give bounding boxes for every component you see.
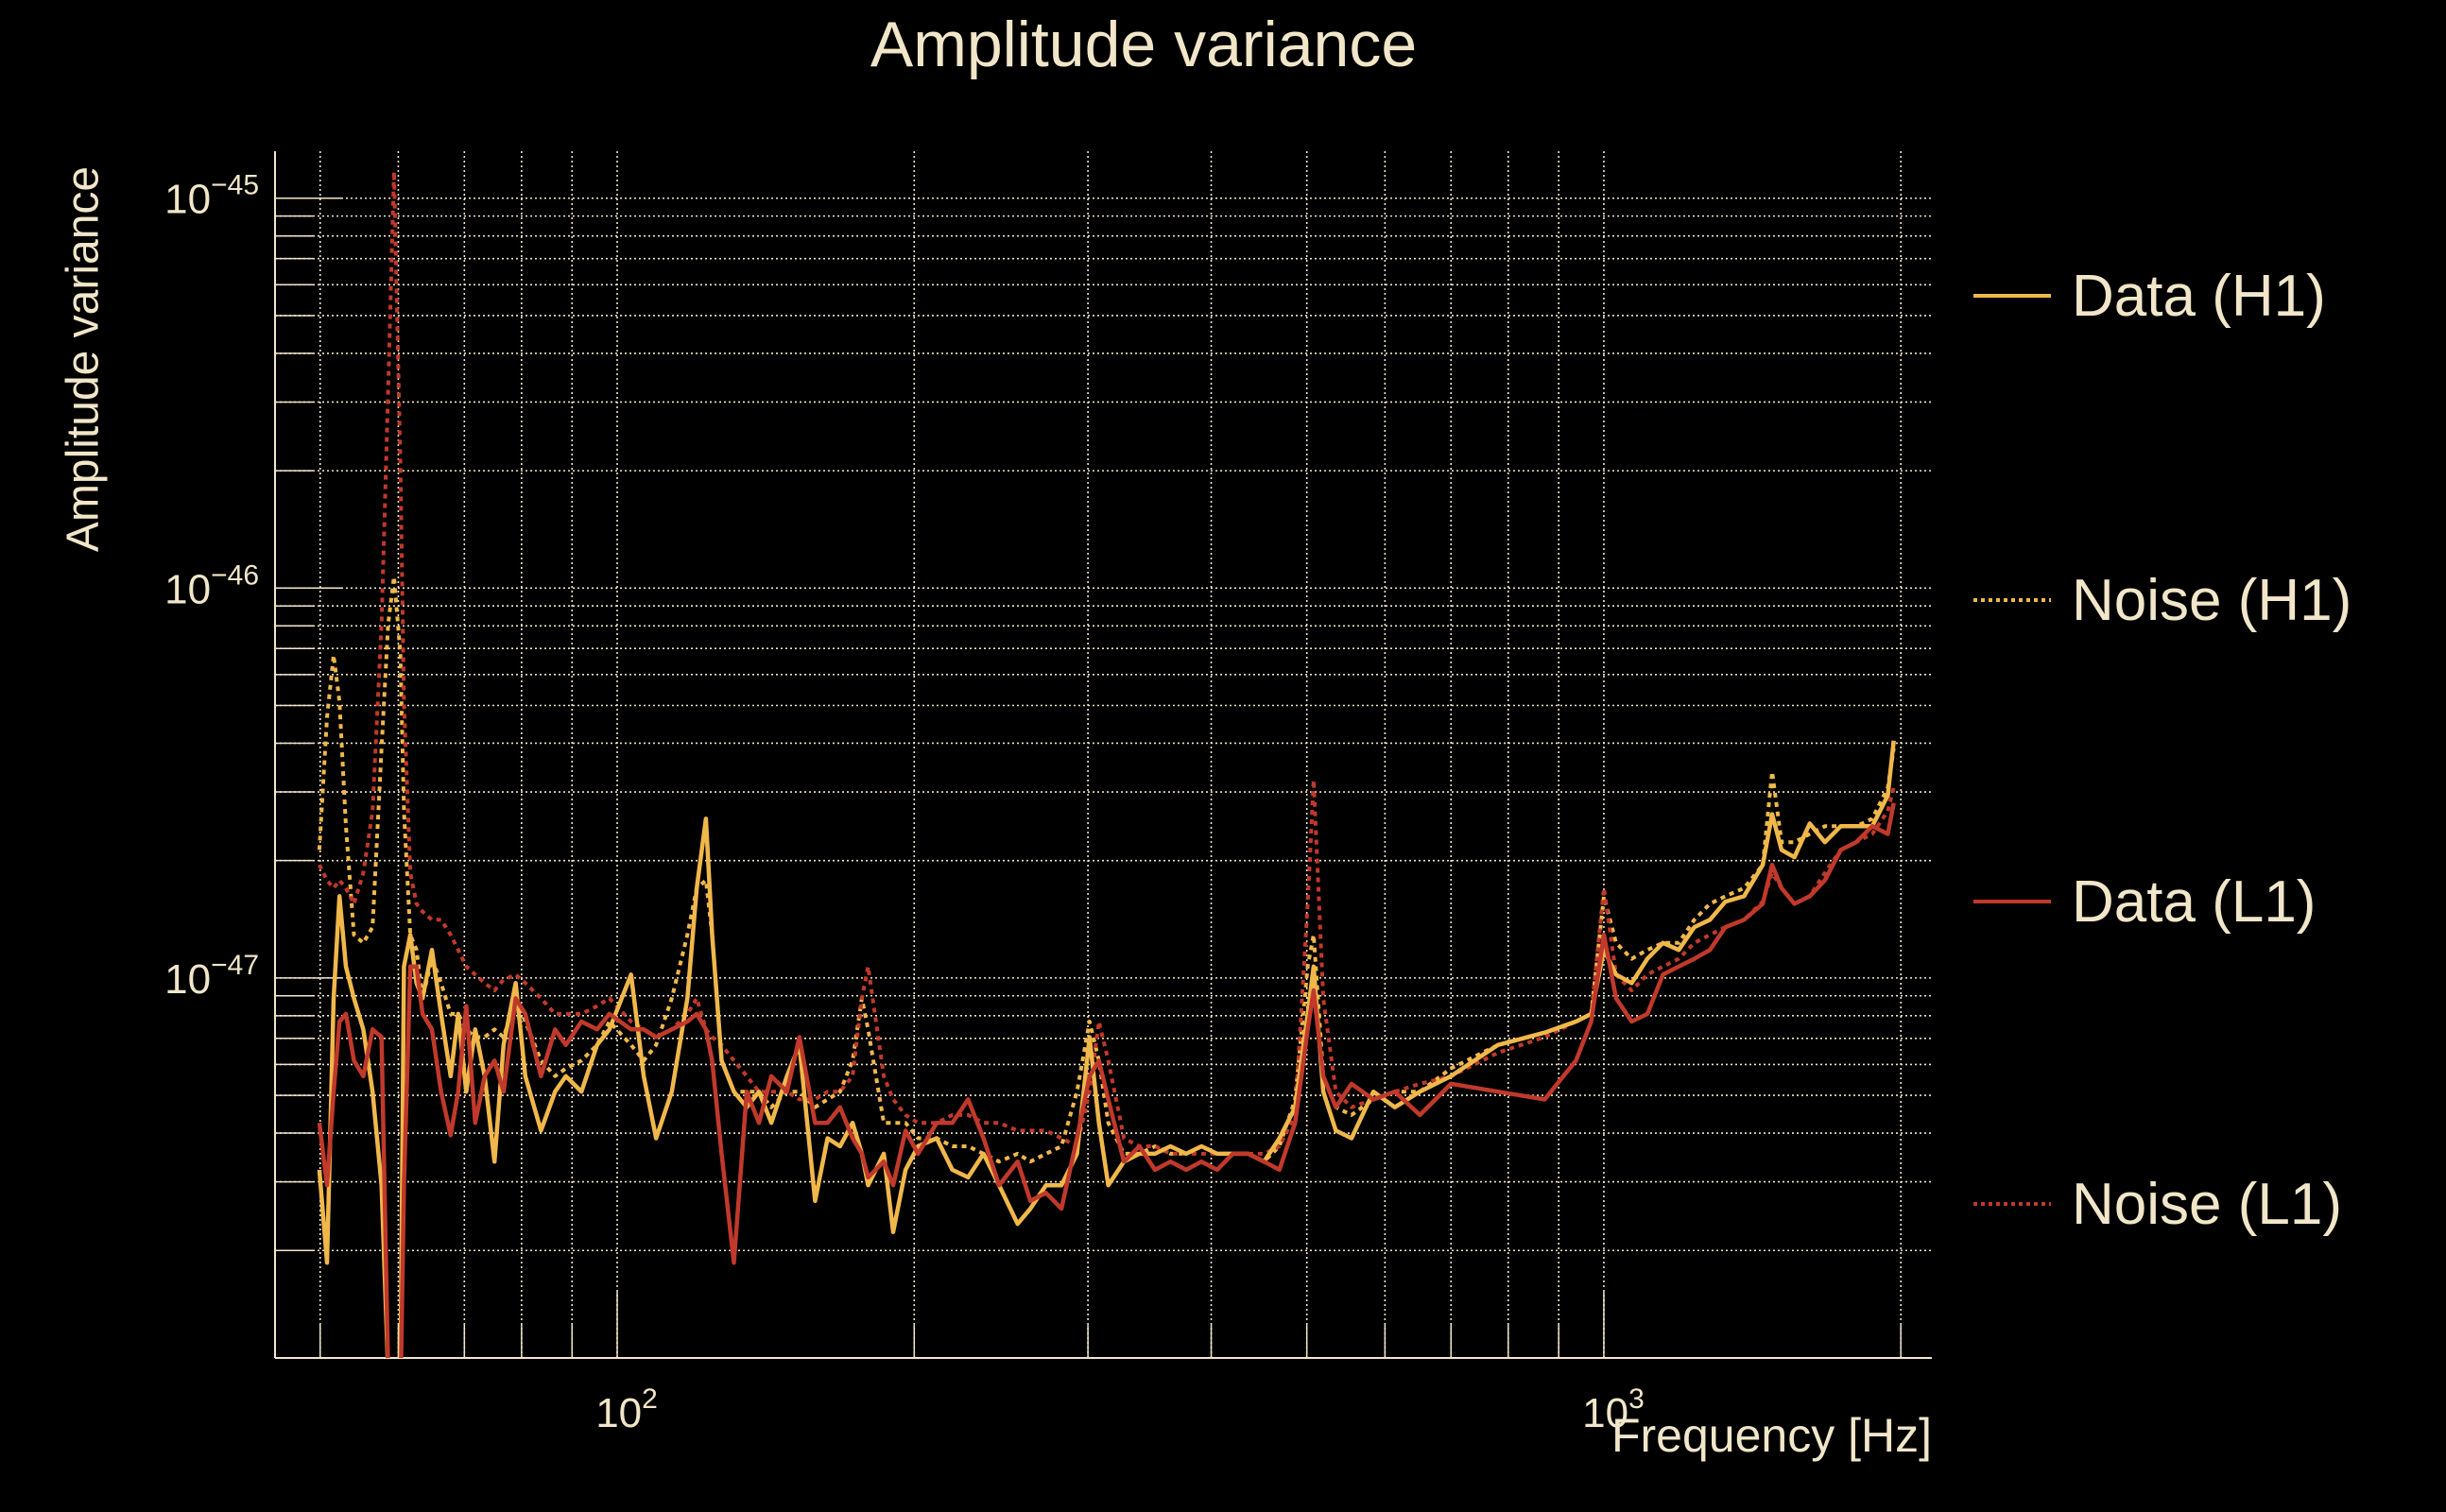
legend-swatch-data-l1 [1973,900,2051,903]
grid [275,151,1932,1358]
legend-item-data-h1: Data (H1) [1973,263,2326,329]
series-line-data-l1 [317,802,1896,1358]
tick-exponent: −46 [211,559,259,591]
series-line-noise-h1 [317,575,1896,1164]
legend-swatch-data-h1 [1973,294,2051,298]
tick-base: 10 [595,1390,642,1436]
legend-item-noise-h1: Noise (H1) [1973,567,2351,633]
series-line-data-h1 [317,740,1896,1358]
x-tick-label: 102 [595,1383,658,1436]
legend-item-data-l1: Data (L1) [1973,868,2316,935]
legend-label: Noise (L1) [2072,1171,2342,1237]
x-tick-label: 103 [1582,1383,1645,1436]
legend-swatch-noise-h1 [1973,598,2051,602]
series-lines [317,169,1896,1358]
tick-exponent: −45 [211,170,259,201]
tick-base: 10 [164,566,211,612]
y-tick-label: 10−47 [164,950,259,1003]
tick-exponent: 3 [1628,1383,1645,1415]
legend-item-noise-l1: Noise (L1) [1973,1171,2342,1237]
legend-swatch-noise-l1 [1973,1202,2051,1206]
legend-label: Data (L1) [2072,868,2317,935]
tick-exponent: 2 [642,1383,658,1415]
tick-exponent: −47 [211,950,259,981]
axis-ticks [274,151,1932,1359]
legend-label: Data (H1) [2072,263,2326,329]
legend-label: Noise (H1) [2072,567,2352,633]
x-axis-label: Frequency [Hz] [1611,1409,1932,1462]
tick-base: 10 [164,177,211,223]
tick-base: 10 [164,956,211,1003]
chart-title: Amplitude variance [870,9,1418,80]
y-tick-label: 10−45 [164,170,259,223]
y-tick-label: 10−46 [164,559,259,612]
tick-base: 10 [1582,1390,1628,1436]
series-line-noise-l1 [318,169,1896,1156]
